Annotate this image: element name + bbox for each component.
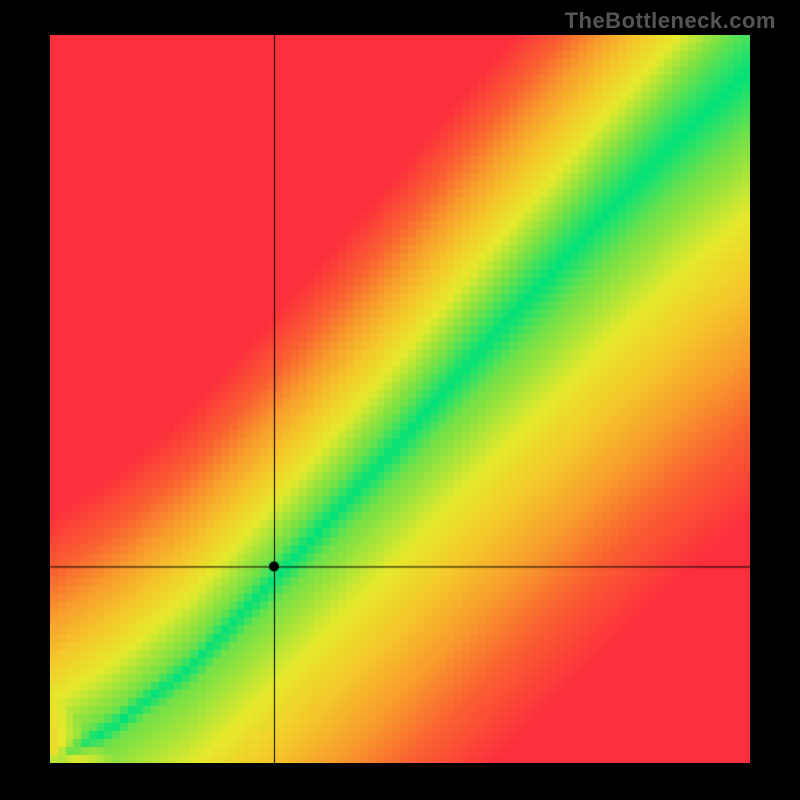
watermark-text: TheBottleneck.com <box>565 8 776 34</box>
chart-container: TheBottleneck.com <box>0 0 800 800</box>
bottleneck-heatmap <box>50 35 750 763</box>
